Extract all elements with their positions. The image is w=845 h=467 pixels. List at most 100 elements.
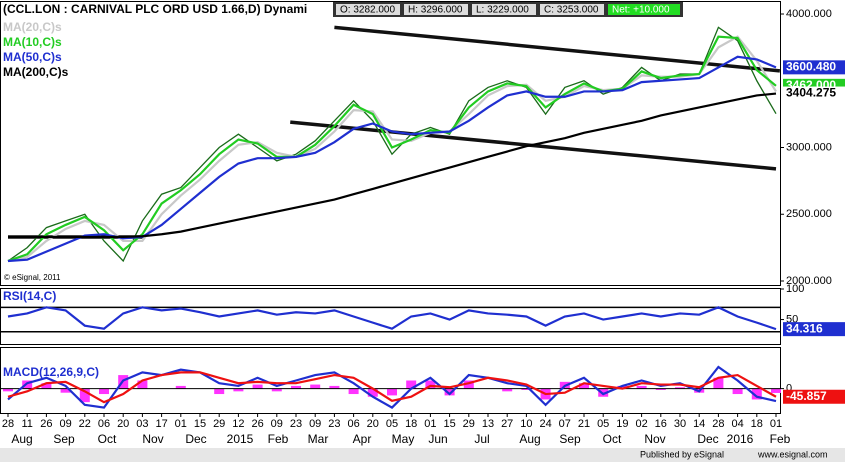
histogram-bar [367, 388, 378, 397]
x-tick-label: 30 [674, 418, 686, 430]
series-line [7, 365, 777, 409]
histogram-bar [310, 384, 321, 389]
rsi-title: RSI(14,C) [3, 289, 56, 303]
ohlc-cell [336, 4, 400, 15]
x-tick-label: 18 [751, 418, 763, 430]
ohlc-cell [404, 4, 468, 15]
x-tick-label: 14 [693, 418, 705, 430]
histogram-bar [713, 377, 724, 389]
x-tick-label: 04 [731, 418, 743, 430]
x-tick-label: 03 [136, 418, 148, 430]
month-label: Mar [308, 432, 329, 446]
value-callout-bg [783, 86, 845, 101]
month-label: Aug [11, 432, 32, 446]
histogram-bar [732, 388, 743, 395]
month-label: Sep [559, 432, 581, 446]
month-label: Dec [185, 432, 206, 446]
histogram-bar [79, 388, 90, 403]
histogram-bar [579, 383, 589, 389]
series-line [7, 35, 777, 263]
value-callout-bg [783, 389, 845, 404]
y-tick-label: 3000.000 [786, 141, 832, 153]
x-tick-label: 21 [578, 418, 590, 430]
month-label: Oct [603, 432, 622, 446]
x-tick-label: 22 [79, 418, 91, 430]
x-tick-label: 02 [635, 418, 647, 430]
y-tick-label: 100 [786, 283, 804, 295]
legend-entry: MA(10,C)s [3, 35, 62, 49]
x-tick-label: 18 [405, 418, 417, 430]
x-tick-label: 01 [175, 418, 187, 430]
x-tick-label: 05 [386, 418, 398, 430]
ohlc-cell [472, 4, 536, 15]
histogram-bar [233, 388, 244, 392]
histogram-bar [387, 388, 397, 396]
month-label: Sep [53, 432, 75, 446]
series-line [7, 371, 777, 404]
rsi-panel [0, 288, 781, 345]
x-tick-label: 16 [655, 418, 667, 430]
month-label: Nov [142, 432, 163, 446]
x-tick-label: 01 [424, 418, 436, 430]
high: H: 3296.000 [408, 5, 463, 16]
histogram-bar [41, 383, 52, 389]
histogram-bar [636, 385, 647, 389]
histogram-bar [60, 388, 71, 393]
histogram-bar [406, 380, 417, 389]
x-tick-label: 05 [597, 418, 609, 430]
macd-panel [0, 347, 781, 414]
value-callout: 3600.480 [786, 60, 836, 74]
x-tick-label: 15 [443, 418, 455, 430]
x-tick-label: 09 [271, 418, 283, 430]
legend-entry: MA(20,C)s [3, 20, 62, 34]
histogram-bar [348, 388, 359, 395]
x-tick-label: 23 [290, 418, 302, 430]
month-label: Nov [644, 432, 665, 446]
histogram-bar [521, 388, 532, 390]
x-tick-label: 11 [21, 418, 32, 430]
histogram-bar [175, 385, 186, 389]
histogram-bar [271, 388, 282, 392]
month-label: Dec [697, 432, 718, 446]
y-tick-label: 2500.000 [786, 208, 832, 220]
x-tick-label: 12 [232, 418, 244, 430]
symbol: (CCL.LON : CARNIVAL PLC ORD USD 1.66,D) … [3, 2, 307, 16]
x-tick-label: 24 [539, 418, 551, 430]
open: O: 3282.000 [340, 5, 395, 16]
x-tick-label: 26 [40, 418, 52, 430]
value-callout: -45.857 [786, 389, 827, 403]
month-label: Aug [519, 432, 540, 446]
series-line [7, 306, 777, 331]
histogram-bar [3, 388, 13, 392]
footer-bar [0, 448, 845, 462]
histogram-bar [214, 388, 225, 395]
x-tick-label: 17 [155, 418, 167, 430]
histogram-bar [137, 380, 148, 389]
month-label: 2015 [227, 432, 254, 446]
month-label: Jul [474, 432, 489, 446]
histogram-bar [291, 385, 301, 389]
histogram-bar [675, 387, 685, 389]
legend-entry: MA(50,C)s [3, 50, 62, 64]
value-callout-bg [783, 322, 845, 337]
histogram-bar [655, 388, 666, 390]
net-cell [608, 4, 680, 15]
histogram-bar [99, 388, 109, 395]
x-tick-label: 28 [712, 418, 724, 430]
month-label: Apr [353, 432, 372, 446]
ohlc-cell [540, 4, 604, 15]
histogram-bar [252, 384, 263, 389]
x-tick-label: 20 [367, 418, 379, 430]
value-callout: 3404.275 [786, 86, 836, 100]
x-tick-label: 23 [328, 418, 340, 430]
x-tick-label: 13 [482, 418, 494, 430]
histogram-bar [329, 385, 340, 389]
x-tick-label: 07 [559, 418, 571, 430]
histogram-bar [771, 388, 781, 393]
price-panel [0, 1, 781, 286]
x-tick-label: 09 [309, 418, 321, 430]
low: L: 3229.000 [476, 5, 529, 16]
value-callout-bg [783, 60, 845, 75]
x-tick-label: 01 [770, 418, 782, 430]
x-tick-label: 06 [347, 418, 359, 430]
